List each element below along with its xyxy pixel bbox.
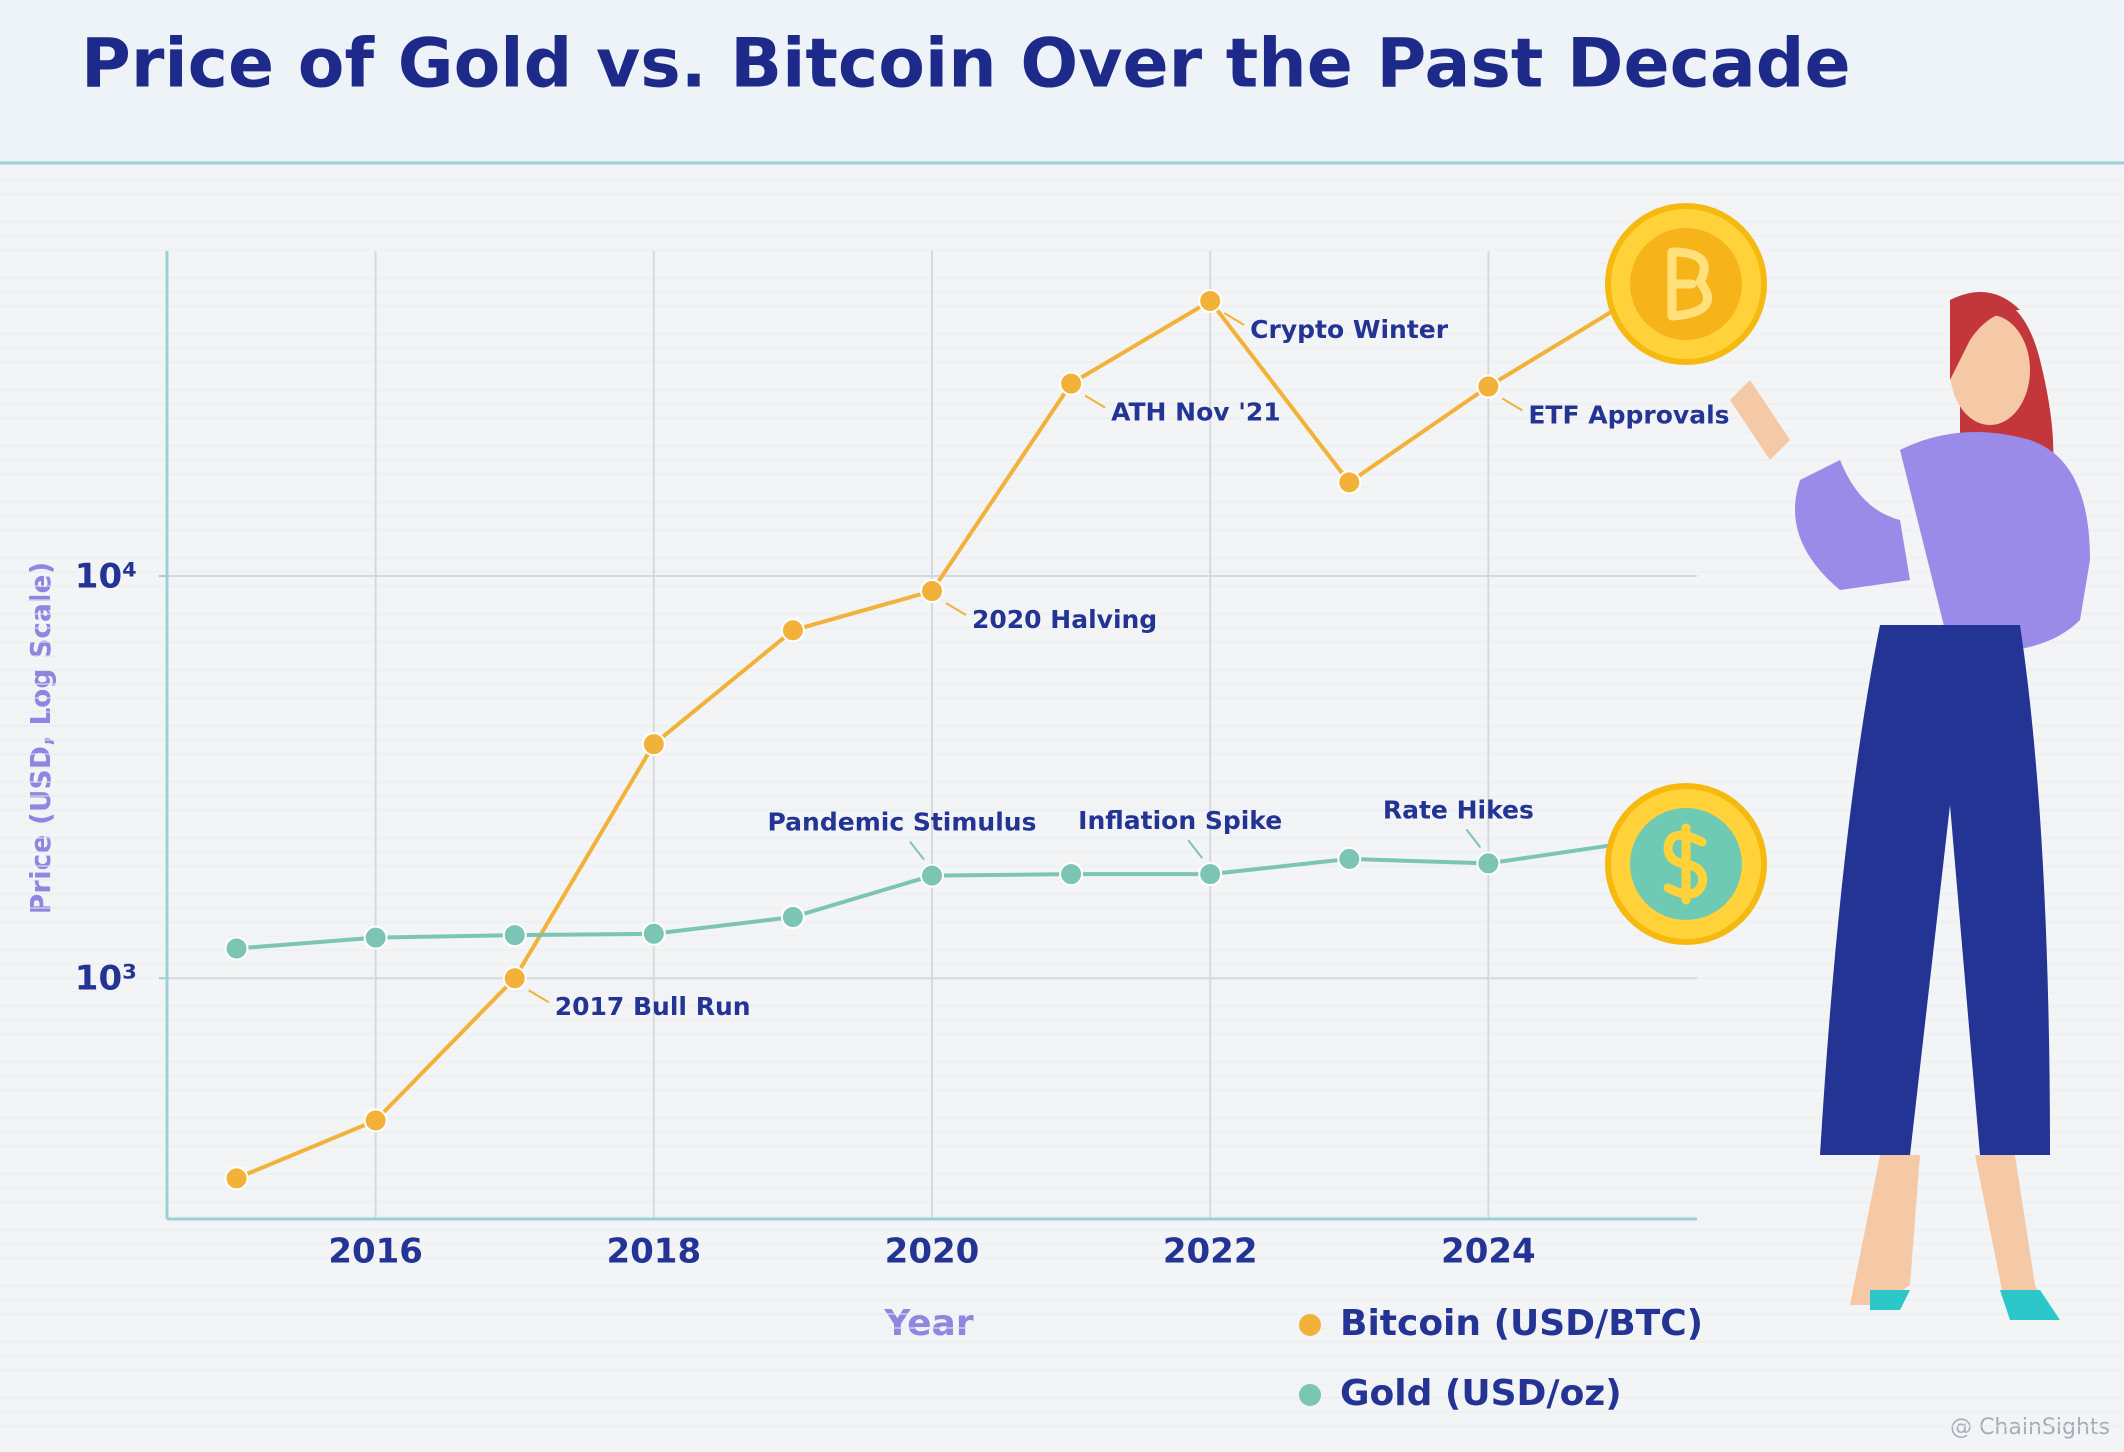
data-point bbox=[502, 966, 527, 991]
y-axis-label: Price (USD, Log Scale) bbox=[24, 562, 57, 915]
data-point bbox=[1198, 862, 1223, 887]
legend-label: Gold (USD/oz) bbox=[1340, 1373, 1622, 1414]
pants bbox=[1820, 625, 2050, 1155]
annotation: 2017 Bull Run bbox=[555, 992, 751, 1021]
annotation-arrow bbox=[1223, 312, 1245, 326]
y-tick-label: 10³ bbox=[75, 959, 137, 999]
data-point bbox=[920, 579, 944, 604]
legend-label: Bitcoin (USD/BTC) bbox=[1340, 1303, 1703, 1344]
arm bbox=[1795, 460, 1910, 590]
coins bbox=[1605, 203, 1767, 945]
annotation-arrow bbox=[528, 989, 550, 1004]
shoes bbox=[1870, 1290, 2060, 1320]
data-point bbox=[224, 936, 249, 961]
legs bbox=[1850, 1155, 2045, 1305]
data-point bbox=[1059, 862, 1084, 887]
plot: 10³ 10⁴ 2016 2018 2020 2022 2024 2017 Bull Run 2… bbox=[0, 179, 2124, 1427]
header-band bbox=[0, 0, 2124, 163]
x-tick-label: 2016 bbox=[328, 1232, 423, 1272]
data-point bbox=[1337, 846, 1362, 871]
annotation: Pandemic Stimulus bbox=[768, 808, 1037, 837]
data-point bbox=[641, 732, 666, 757]
annotation-arrow bbox=[1084, 394, 1106, 409]
annotation: Inflation Spike bbox=[1078, 806, 1282, 835]
x-tick-label: 2020 bbox=[885, 1232, 980, 1272]
annotation: 2020 Halving bbox=[972, 605, 1157, 634]
y-tick-label: 10⁴ bbox=[75, 557, 137, 597]
hand bbox=[1730, 380, 1790, 460]
annotation-arrow bbox=[1187, 839, 1203, 859]
annotation-arrow bbox=[1465, 828, 1482, 849]
data-point bbox=[502, 923, 527, 948]
data-point bbox=[363, 1108, 388, 1133]
x-tick-label: 2022 bbox=[1163, 1232, 1258, 1272]
chart-title: Price of Gold vs. Bitcoin Over the Past … bbox=[81, 25, 1851, 104]
annotation: Crypto Winter bbox=[1250, 315, 1449, 344]
data-point bbox=[1059, 371, 1084, 396]
x-tick-label: 2018 bbox=[606, 1232, 701, 1272]
data-point bbox=[1337, 470, 1362, 495]
data-point bbox=[1476, 374, 1501, 399]
watermark: @ ChainSights bbox=[1950, 1415, 2110, 1440]
annotation: Rate Hikes bbox=[1383, 795, 1534, 824]
data-point bbox=[920, 863, 944, 888]
x-axis-label: Year bbox=[883, 1303, 973, 1344]
data-point bbox=[363, 925, 388, 950]
annotation-arrow bbox=[945, 602, 967, 616]
annotation: ETF Approvals bbox=[1528, 401, 1729, 430]
data-point bbox=[780, 904, 805, 929]
annotation-arrow bbox=[1501, 397, 1523, 412]
hair-front bbox=[1950, 292, 2020, 380]
data-point bbox=[224, 1166, 249, 1191]
annotation: ATH Nov '21 bbox=[1111, 398, 1281, 427]
x-tick-label: 2024 bbox=[1441, 1232, 1536, 1272]
data-point bbox=[780, 618, 805, 643]
shirt bbox=[1900, 432, 2090, 652]
coin-symbol bbox=[1667, 247, 1713, 321]
head bbox=[1950, 315, 2030, 425]
legend-marker bbox=[1299, 1384, 1321, 1406]
data-point bbox=[1198, 288, 1223, 313]
legend-marker bbox=[1299, 1314, 1321, 1336]
annotation-arrow bbox=[909, 840, 925, 861]
illustration bbox=[1730, 292, 2090, 1320]
coin-symbol bbox=[1663, 823, 1708, 905]
data-point bbox=[641, 921, 666, 946]
data-point bbox=[1476, 851, 1501, 876]
